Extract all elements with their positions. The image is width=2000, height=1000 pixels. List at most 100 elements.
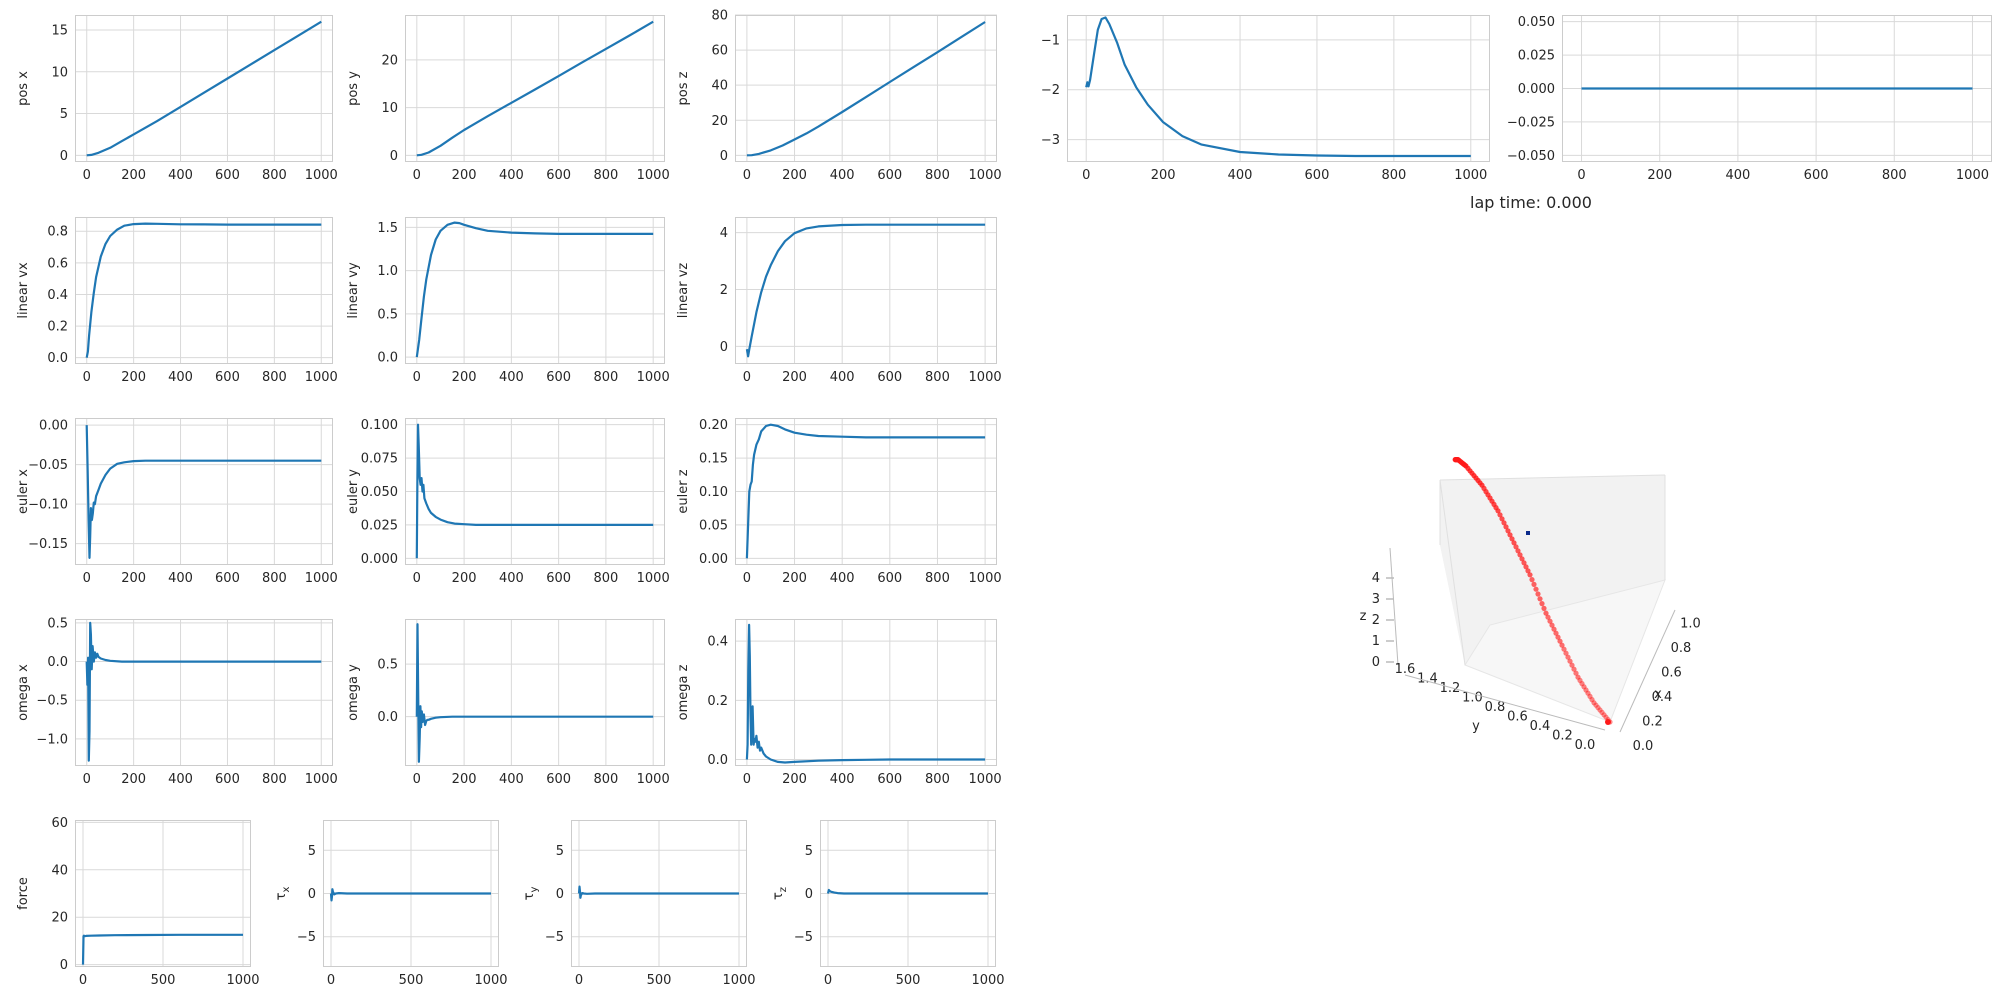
trajectory-point	[1551, 626, 1557, 632]
x-tick-label: 0	[83, 168, 91, 183]
y-tick-label: 0.050	[361, 485, 398, 500]
chart-pos-x: 0 200 400 600 800 1000 0 5 10 15 pos x	[16, 15, 338, 183]
x3d-tick-label: 0.2	[1642, 715, 1663, 730]
y-axis-label: omega x	[16, 664, 31, 721]
series-line	[86, 20, 322, 157]
y-tick-label: −2	[1041, 83, 1060, 98]
x-tick-label: 0	[413, 571, 421, 586]
y-tick-label: −5	[545, 930, 564, 945]
x-tick-label: 1000	[305, 370, 338, 385]
y-tick-label: 0.05	[699, 518, 728, 533]
chart-top-panel-4: 0 200 400 600 800 1000 −3 −2 −1	[1041, 15, 1490, 183]
chart-svg-euler-x: 0 200 400 600 800 1000 −0.15 −0.10 −0.05 0.00 eule…	[16, 418, 338, 586]
x-tick-label: 0	[1082, 168, 1090, 183]
x-tick-label: 400	[830, 772, 855, 787]
x-tick-label: 200	[1151, 168, 1176, 183]
y-tick-label: 10	[381, 101, 398, 116]
series-line	[1085, 16, 1471, 158]
trajectory-point	[1549, 622, 1555, 628]
series-line	[746, 21, 986, 157]
x3d-tick-label: 1.0	[1680, 617, 1701, 632]
y-tick-label: −5	[297, 930, 316, 945]
trajectory-point	[1497, 512, 1503, 518]
x-tick-label: 500	[151, 973, 176, 988]
chart-omega-x: 0 200 400 600 800 1000 −1.0 −0.5 0.0 0.5 omega x	[16, 616, 338, 787]
x-tick-label: 200	[782, 772, 807, 787]
x-tick-label: 0	[83, 772, 91, 787]
x-tick-label: 800	[593, 168, 618, 183]
axes-frame	[735, 418, 997, 565]
y-tick-label: 0.075	[361, 452, 398, 467]
x-tick-label: 1000	[474, 973, 507, 988]
x-tick-label: 600	[215, 571, 240, 586]
chart-euler-x: 0 200 400 600 800 1000 −0.15 −0.10 −0.05 0.00 eule…	[16, 418, 338, 586]
axes-frame	[75, 217, 333, 364]
y-tick-label: 0	[308, 887, 316, 902]
x-tick-label: 400	[499, 772, 524, 787]
series-line	[415, 623, 654, 763]
x3d-axis-line	[1619, 609, 1676, 733]
chart-tau-z: 0 500 1000 −5 0 5 τz	[771, 820, 1005, 988]
axes-frame	[323, 820, 499, 967]
axes-frame	[735, 619, 997, 766]
chart-svg-force: 0 500 1000 0 20 40 60 force	[16, 816, 260, 988]
x-tick-label: 400	[1228, 168, 1253, 183]
x-tick-label: 600	[215, 370, 240, 385]
x3d-axis-label: x	[1654, 687, 1662, 702]
x-tick-label: 800	[925, 370, 950, 385]
y-tick-label: 5	[556, 844, 564, 859]
x-tick-label: 500	[647, 973, 672, 988]
y-tick-label: 0.2	[707, 694, 728, 709]
chart-linear-vx: 0 200 400 600 800 1000 0.0 0.2 0.4 0.6 0.8 linear v…	[16, 217, 338, 385]
x-tick-label: 0	[575, 973, 583, 988]
y-tick-label: −1	[1041, 33, 1060, 48]
y3d-tick-label: 0.4	[1530, 719, 1551, 734]
chart-linear-vz: 0 200 400 600 800 1000 0 2 4 linear vz	[676, 217, 1002, 385]
trajectory-point	[1525, 568, 1531, 574]
trajectory-point	[1537, 596, 1543, 602]
y-tick-label: −0.050	[1507, 149, 1555, 164]
x3d-tick-label: 0.4	[1652, 690, 1673, 705]
y3d-axis-line	[1404, 674, 1606, 731]
y-tick-label: 0.10	[699, 485, 728, 500]
y-tick-label: 0.00	[699, 552, 728, 567]
chart-top-panel-5: 0 200 400 600 800 1000 −0.050 −0.025 0.000 0.025 0…	[1507, 15, 1992, 183]
chart-omega-z: 0 200 400 600 800 1000 0.0 0.2 0.4 omega z	[676, 619, 1002, 787]
x-tick-label: 0	[83, 370, 91, 385]
x-tick-label: 800	[593, 370, 618, 385]
y-tick-label: 0.5	[377, 307, 398, 322]
y-tick-label: −0.5	[36, 694, 68, 709]
y-axis-label: euler z	[676, 469, 691, 513]
x-tick-label: 0	[327, 973, 335, 988]
x-tick-label: 200	[452, 772, 477, 787]
y-tick-label: 60	[711, 44, 728, 59]
trajectory-point	[1511, 540, 1517, 546]
x-tick-label: 0	[79, 973, 87, 988]
trajectory-point	[1571, 666, 1577, 672]
y-tick-label: 4	[720, 226, 728, 241]
z-tick-label: 4	[1372, 571, 1380, 586]
axes-frame	[75, 15, 333, 162]
x-tick-label: 1000	[305, 168, 338, 183]
y-tick-label: 80	[711, 9, 728, 24]
trajectory-start-point	[1605, 719, 1611, 725]
x-tick-label: 200	[782, 571, 807, 586]
chart-svg-linear-vx: 0 200 400 600 800 1000 0.0 0.2 0.4 0.6 0.8 linear v…	[16, 217, 338, 385]
trajectory-point	[1533, 586, 1539, 592]
trajectory-point	[1555, 634, 1561, 640]
x-tick-label: 0	[743, 571, 751, 586]
axes-frame	[405, 217, 665, 364]
y-tick-label: 0	[720, 340, 728, 355]
x-tick-label: 800	[1882, 168, 1907, 183]
x-tick-label: 0	[743, 772, 751, 787]
y-tick-label: 60	[51, 816, 68, 831]
y-tick-label: 0.050	[1518, 15, 1555, 30]
y3d-tick-label: 1.6	[1395, 662, 1416, 677]
series-line	[745, 623, 986, 764]
chart-svg-omega-z: 0 200 400 600 800 1000 0.0 0.2 0.4 omega z	[676, 619, 1002, 787]
trajectory-point	[1501, 520, 1507, 526]
y-tick-label: 0.15	[699, 452, 728, 467]
x-tick-label: 1000	[969, 772, 1002, 787]
x-tick-label: 1000	[305, 772, 338, 787]
goal-marker	[1526, 531, 1530, 535]
